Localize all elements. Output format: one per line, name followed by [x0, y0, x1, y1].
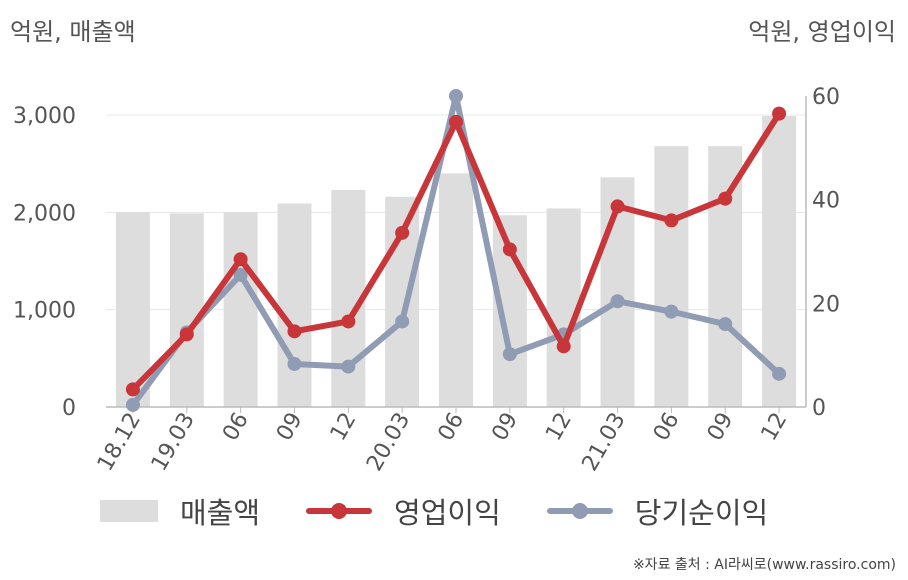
legend-item-net-income: 당기순이익: [546, 490, 769, 532]
point-operating-profit: [772, 106, 787, 121]
bar-revenue: [439, 173, 473, 407]
point-net-income: [341, 359, 356, 374]
point-operating-profit: [179, 327, 194, 342]
point-operating-profit: [233, 252, 248, 267]
point-net-income: [395, 314, 410, 329]
source-note: ※자료 출처 : AI라씨로(www.rassiro.com): [632, 557, 896, 573]
point-operating-profit: [718, 191, 733, 206]
x-tick-label: 09: [487, 409, 523, 446]
x-tick-label: 06: [649, 409, 685, 446]
point-operating-profit: [556, 339, 571, 354]
y-left-tick-label: 2,000: [13, 201, 76, 226]
legend-item-operating-profit: 영업이익: [306, 490, 501, 532]
y-right-tick-label: 0: [812, 396, 826, 421]
bar-revenue: [546, 208, 581, 407]
x-tick-label: 06: [434, 409, 470, 446]
left-axis-unit-label: 억원, 매출액: [10, 18, 136, 46]
point-net-income: [610, 294, 625, 309]
point-net-income: [125, 397, 140, 412]
x-tick-label: 09: [272, 409, 308, 446]
x-tick-label: 18.12: [93, 409, 146, 476]
point-operating-profit: [287, 324, 302, 339]
bar-revenue: [169, 213, 204, 407]
point-operating-profit: [395, 225, 410, 240]
point-net-income: [502, 347, 517, 362]
point-net-income: [449, 89, 463, 103]
x-tick-label: 06: [218, 409, 254, 446]
legend: 매출액 영업이익 당기순이익: [100, 490, 814, 532]
y-left-tick-label: 3,000: [13, 104, 76, 129]
legend-swatch-net-income: [546, 500, 613, 522]
legend-label-net-income: 당기순이익: [634, 496, 769, 530]
bar-revenue: [654, 146, 689, 407]
right-axis-unit-label: 억원, 영업이익: [748, 18, 896, 46]
point-net-income: [664, 304, 679, 319]
point-net-income: [718, 317, 733, 332]
x-tick-label: 21.03: [578, 409, 631, 476]
x-tick-label: 09: [703, 409, 739, 446]
bar-revenue: [762, 115, 797, 408]
point-operating-profit: [610, 199, 625, 214]
point-operating-profit: [664, 213, 679, 228]
legend-swatch-operating-profit: [306, 500, 373, 522]
point-net-income: [772, 366, 787, 381]
bar-revenue: [600, 177, 635, 407]
x-tick-label: 19.03: [147, 409, 200, 476]
point-net-income: [287, 356, 302, 371]
bar-revenue: [708, 146, 743, 407]
legend-item-revenue: 매출액: [100, 490, 260, 532]
point-operating-profit: [449, 114, 463, 129]
y-right-tick-label: 60: [812, 85, 840, 110]
point-operating-profit: [341, 314, 356, 329]
point-operating-profit: [502, 242, 517, 257]
point-operating-profit: [125, 382, 140, 397]
y-left-tick-label: 1,000: [13, 299, 76, 324]
y-right-tick-label: 20: [812, 292, 840, 317]
legend-swatch-revenue: [100, 500, 158, 522]
point-net-income: [233, 267, 248, 282]
x-tick-label: 12: [757, 409, 793, 446]
bar-revenue: [223, 212, 258, 407]
x-tick-label: 12: [541, 409, 577, 446]
y-right-tick-label: 40: [812, 189, 840, 214]
x-tick-label: 20.03: [362, 409, 415, 476]
x-tick-label: 12: [326, 409, 362, 446]
y-left-tick-label: 0: [62, 396, 76, 421]
legend-label-revenue: 매출액: [180, 496, 261, 530]
legend-label-operating-profit: 영업이익: [394, 496, 501, 530]
bar-revenue: [277, 203, 312, 407]
